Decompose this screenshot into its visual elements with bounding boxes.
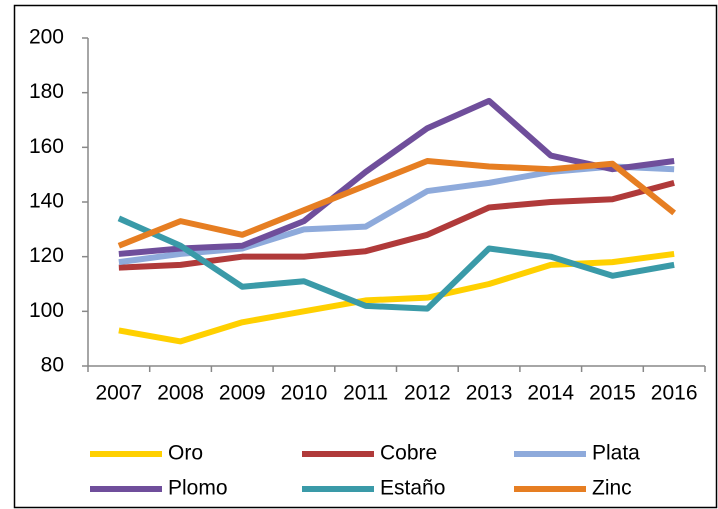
legend-label: Zinc xyxy=(592,477,632,500)
x-tick-label: 2014 xyxy=(527,382,574,405)
x-tick-label: 2011 xyxy=(343,382,388,405)
x-tick-label: 2012 xyxy=(404,382,451,405)
x-tick-label: 2007 xyxy=(95,382,142,405)
series-line xyxy=(117,158,677,249)
legend-label: Plata xyxy=(592,442,640,465)
series-line xyxy=(118,179,675,271)
legend-label: Oro xyxy=(168,442,203,465)
x-tick-label: 2008 xyxy=(157,382,204,405)
y-tick-label: 100 xyxy=(29,299,64,322)
x-tick-label: 2015 xyxy=(589,382,636,405)
y-tick-label: 120 xyxy=(29,244,64,267)
series-line xyxy=(117,215,675,312)
chart-border xyxy=(13,4,718,509)
x-tick-label: 2009 xyxy=(219,382,266,405)
x-tick-label: 2016 xyxy=(651,382,698,405)
x-tick-label: 2013 xyxy=(466,382,513,405)
x-tick-label: 2010 xyxy=(281,382,328,405)
y-tick-label: 200 xyxy=(29,26,64,49)
legend-label: Plomo xyxy=(168,477,228,500)
y-tick-label: 80 xyxy=(41,354,64,377)
legend-label: Estaño xyxy=(380,477,445,500)
legend-label: Cobre xyxy=(380,442,437,465)
y-tick-label: 160 xyxy=(29,135,64,158)
series-line xyxy=(118,97,675,257)
y-tick-label: 140 xyxy=(29,190,64,213)
y-tick-label: 180 xyxy=(29,80,64,103)
